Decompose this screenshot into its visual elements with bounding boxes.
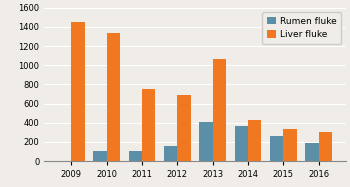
Bar xyxy=(319,132,332,161)
Bar xyxy=(234,126,248,161)
Bar xyxy=(284,129,297,161)
Bar xyxy=(142,89,155,161)
Bar xyxy=(164,146,177,161)
Bar xyxy=(199,122,213,161)
Legend: Rumen fluke, Liver fluke: Rumen fluke, Liver fluke xyxy=(262,12,341,44)
Bar xyxy=(270,136,284,161)
Bar xyxy=(71,22,85,161)
Bar xyxy=(93,151,107,161)
Bar xyxy=(213,59,226,161)
Bar xyxy=(305,143,319,161)
Bar xyxy=(128,151,142,161)
Bar xyxy=(177,95,191,161)
Bar xyxy=(248,120,261,161)
Bar xyxy=(107,33,120,161)
